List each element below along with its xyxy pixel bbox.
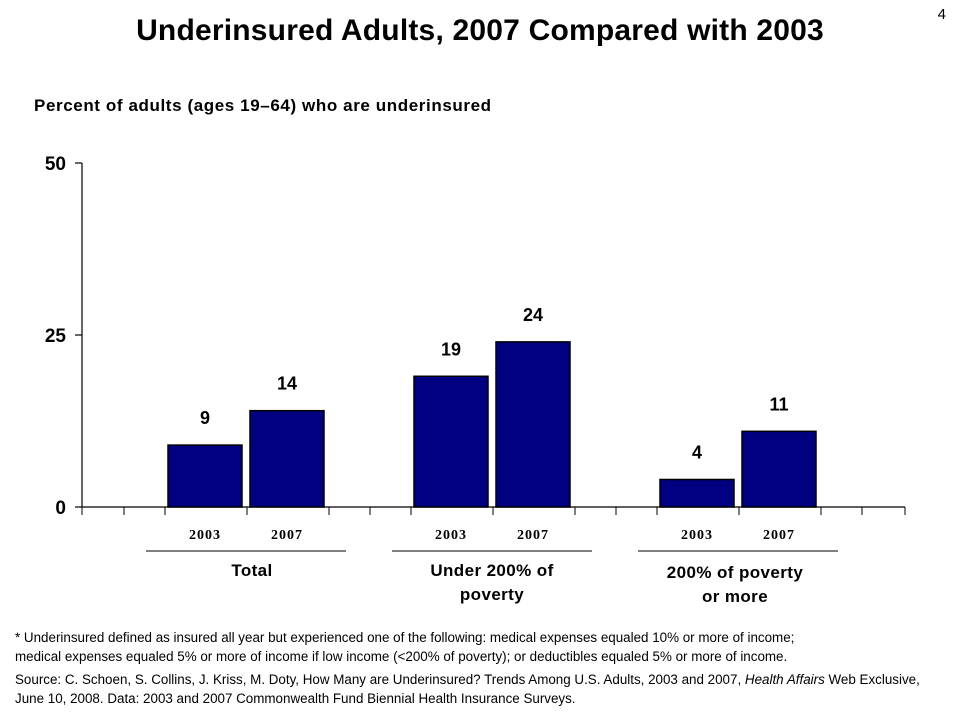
category-label-1-2007: 2007 xyxy=(517,528,549,543)
value-label-1-2003: 19 xyxy=(441,339,461,359)
value-label-2-2007: 11 xyxy=(769,394,788,414)
group-label-under-200-line1: Under 200% of xyxy=(430,561,554,580)
slide-number: 4 xyxy=(937,6,946,23)
value-label-0-2003: 9 xyxy=(200,408,210,428)
bar-0-2007 xyxy=(249,409,325,508)
group-label-total: Total xyxy=(172,559,332,583)
group-label-under-200: Under 200% of poverty xyxy=(392,559,592,607)
chart-subtitle: Percent of adults (ages 19–64) who are u… xyxy=(34,96,492,115)
category-label-0-2007: 2007 xyxy=(271,528,303,543)
bar-chart: 0 25 50 9 2003 14 2007 19 2003 24 2007 4 2003 11 2007 xyxy=(45,154,906,552)
value-label-1-2007: 24 xyxy=(523,305,543,325)
value-label-0-2007: 14 xyxy=(277,374,297,394)
bar-1-2007 xyxy=(495,341,571,508)
group-label-200-or-more-line1: 200% of poverty xyxy=(666,563,804,582)
group-label-total-text: Total xyxy=(231,561,273,580)
definition-footnote: * Underinsured defined as insured all ye… xyxy=(15,628,950,666)
source-prefix: Source: C. Schoen, S. Collins, J. Kriss,… xyxy=(15,672,745,687)
definition-line2: medical expenses equaled 5% or more of i… xyxy=(15,649,788,664)
source-footnote: Source: C. Schoen, S. Collins, J. Kriss,… xyxy=(15,670,950,708)
chart-title: Underinsured Adults, 2007 Compared with … xyxy=(136,14,824,47)
y-tick-label-50: 50 xyxy=(45,154,66,175)
category-label-2-2007: 2007 xyxy=(763,528,795,543)
bar-0-2003 xyxy=(167,444,243,508)
source-journal: Health Affairs xyxy=(744,672,825,687)
y-tick-label-25: 25 xyxy=(45,326,67,347)
category-label-2-2003: 2003 xyxy=(681,528,713,543)
bar-2-2007 xyxy=(741,430,817,508)
bar-1-2003 xyxy=(413,375,489,508)
group-label-200-or-more: 200% of poverty or more xyxy=(635,561,835,609)
group-label-under-200-line2: poverty xyxy=(459,585,525,604)
definition-line1: * Underinsured defined as insured all ye… xyxy=(15,630,795,645)
group-label-200-or-more-line2: or more xyxy=(701,587,769,606)
y-tick-label-0: 0 xyxy=(55,498,66,519)
source-suffix: Web Exclusive, June 10, 2008. Data: 2003… xyxy=(15,672,920,706)
category-label-0-2003: 2003 xyxy=(189,528,221,543)
category-label-1-2003: 2003 xyxy=(435,528,467,543)
bar-2-2003 xyxy=(659,478,735,508)
value-label-2-2003: 4 xyxy=(692,442,702,462)
